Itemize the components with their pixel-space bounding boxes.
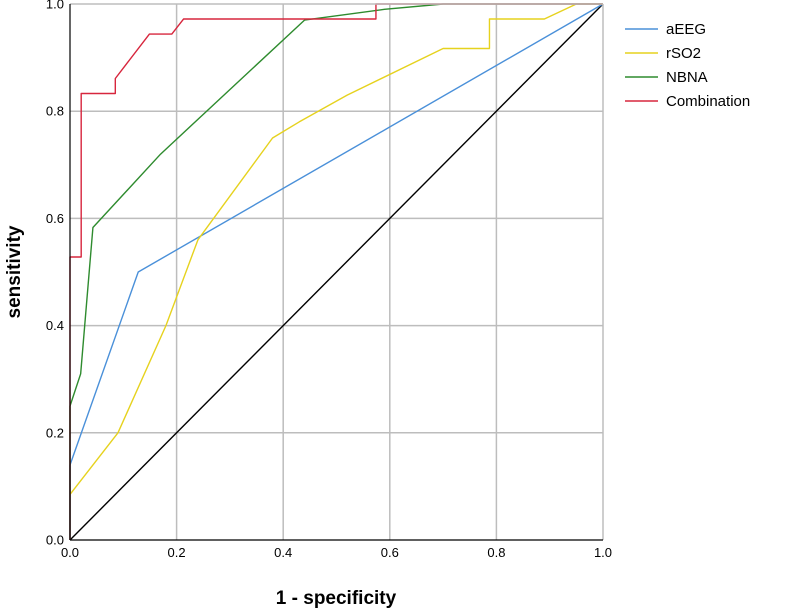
legend-label-combination: Combination <box>666 93 750 110</box>
y-axis-title: sensitivity <box>4 225 25 318</box>
x-tick-label: 0.4 <box>274 545 292 560</box>
series-line-rso2 <box>69 3 603 495</box>
x-tick-label: 0.6 <box>381 545 399 560</box>
axes <box>69 3 604 541</box>
reference-diagonal-line <box>69 3 604 541</box>
y-tick-label: 0.4 <box>46 318 64 333</box>
series-line-nbna <box>69 3 603 540</box>
y-tick-label: 0.0 <box>46 533 64 548</box>
legend: aEEG rSO2 NBNA Combination <box>625 21 750 110</box>
legend-label-rso2: rSO2 <box>666 45 701 62</box>
grid-lines <box>70 4 603 540</box>
tick-labels: 0.0 0.2 0.4 0.6 0.8 1.0 0.0 0.2 0.4 0.6 0.8 1.0 <box>46 0 612 560</box>
y-tick-label: 0.2 <box>46 425 64 440</box>
x-tick-label: 0.2 <box>168 545 186 560</box>
series-line-combination <box>69 3 603 540</box>
legend-label-aeeg: aEEG <box>666 21 706 38</box>
series-lines <box>69 3 604 541</box>
y-tick-label: 0.6 <box>46 211 64 226</box>
x-tick-label: 0.0 <box>61 545 79 560</box>
x-axis-title: 1 - specificity <box>276 588 397 609</box>
x-tick-label: 0.8 <box>487 545 505 560</box>
y-tick-label: 0.8 <box>46 104 64 119</box>
y-tick-label: 1.0 <box>46 0 64 12</box>
x-tick-label: 1.0 <box>594 545 612 560</box>
legend-label-nbna: NBNA <box>666 69 708 86</box>
